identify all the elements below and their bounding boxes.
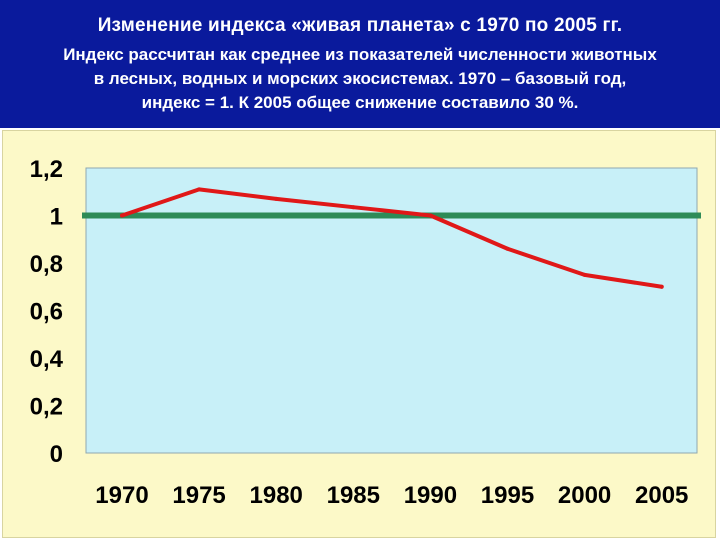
subtitle-line-2: в лесных, водных и морских экосистемах. … [93, 69, 627, 88]
subtitle-line-3: индекс = 1. К 2005 общее снижение состав… [141, 93, 579, 112]
index-data-point [274, 196, 279, 201]
y-tick-label: 0,4 [30, 346, 64, 373]
x-tick-label: 2005 [635, 482, 688, 509]
index-data-point [120, 213, 124, 218]
header-banner: Изменение индекса «живая планета» с 1970… [0, 0, 720, 130]
x-tick-label: 1980 [250, 482, 303, 509]
index-data-point [351, 205, 356, 210]
index-data-point [582, 272, 587, 277]
y-tick-label: 0,8 [30, 251, 63, 278]
y-tick-label: 0,6 [30, 299, 63, 326]
x-tick-label: 1970 [95, 482, 148, 509]
index-data-point [505, 246, 510, 251]
y-tick-label: 1,2 [30, 156, 63, 183]
subtitle-line-1: Индекс рассчитан как среднее из показате… [63, 45, 657, 64]
y-tick-label: 0,2 [30, 394, 63, 421]
x-tick-label: 1990 [404, 482, 457, 509]
index-data-point [197, 187, 202, 192]
index-data-point [659, 284, 664, 289]
page-title: Изменение индекса «живая планета» с 1970… [97, 15, 623, 36]
x-tick-label: 1995 [481, 482, 534, 509]
y-tick-label: 1 [50, 204, 63, 231]
x-tick-label: 2000 [558, 482, 611, 509]
subtitle: Индекс рассчитан как среднее из показате… [0, 43, 720, 115]
y-tick-label: 0 [50, 441, 63, 468]
x-tick-label: 1985 [327, 482, 380, 509]
index-data-point [428, 213, 433, 218]
index-series-line [120, 187, 664, 289]
x-tick-label: 1975 [172, 482, 225, 509]
